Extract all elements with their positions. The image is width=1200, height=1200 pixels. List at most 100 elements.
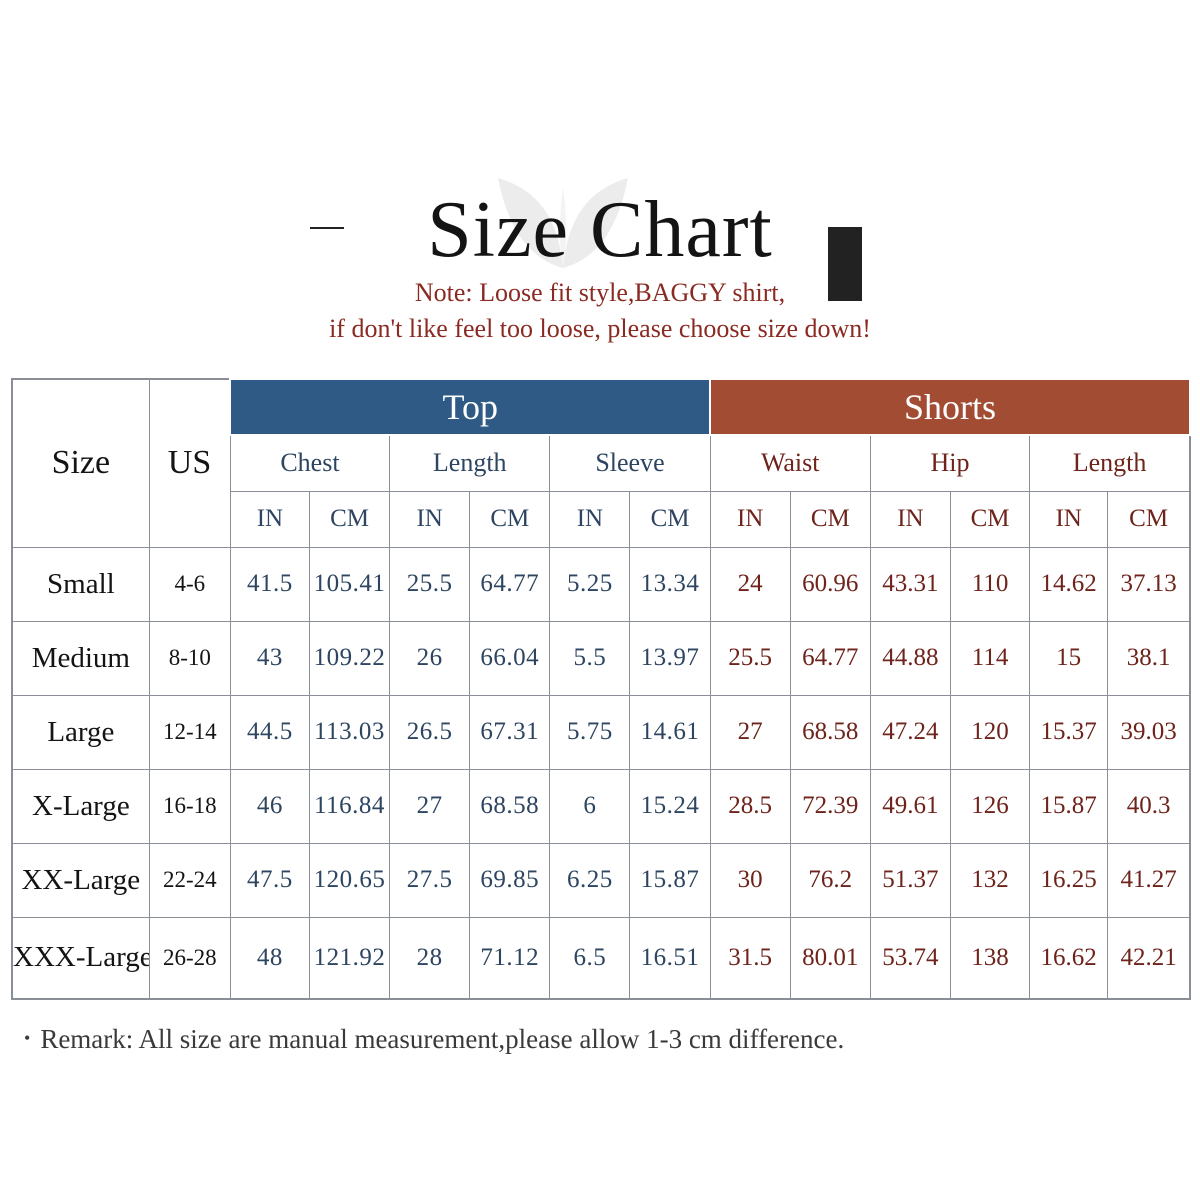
unit-header: CM [469, 490, 551, 548]
shorts-value-cell: 40.3 [1107, 768, 1191, 844]
top-value-cell: 105.41 [308, 546, 391, 622]
top-value-cell: 121.92 [308, 916, 391, 1000]
top-value-cell: 68.58 [469, 768, 551, 844]
top-value-cell: 64.77 [469, 546, 551, 622]
top-value-cell: 67.31 [469, 694, 551, 770]
top-value-cell: 26.5 [389, 694, 471, 770]
shorts-value-cell: 38.1 [1107, 620, 1191, 696]
shorts-value-cell: 41.27 [1107, 842, 1191, 918]
leaf-watermark-icon [498, 178, 628, 268]
top-value-cell: 44.5 [229, 694, 310, 770]
shorts-value-cell: 31.5 [709, 916, 791, 1000]
size-cell: XX-Large [11, 842, 150, 918]
shorts-value-cell: 110 [949, 546, 1031, 622]
measure-header: Sleeve [549, 434, 711, 492]
shorts-value-cell: 39.03 [1107, 694, 1191, 770]
top-value-cell: 66.04 [469, 620, 551, 696]
unit-header: CM [949, 490, 1031, 548]
note-line-2: if don't like feel too loose, please cho… [329, 314, 871, 343]
us-column-header: US [148, 378, 231, 548]
bullet-dot: • [24, 1028, 31, 1048]
top-value-cell: 113.03 [308, 694, 391, 770]
unit-header: CM [1107, 490, 1191, 548]
size-column-header: Size [11, 378, 150, 548]
shorts-value-cell: 42.21 [1107, 916, 1191, 1000]
shorts-value-cell: 80.01 [789, 916, 871, 1000]
table-row: Large 12-14 44.5 113.03 26.5 67.31 5.75 … [11, 694, 1191, 770]
shorts-value-cell: 132 [949, 842, 1031, 918]
top-value-cell: 41.5 [229, 546, 310, 622]
shorts-value-cell: 68.58 [789, 694, 871, 770]
top-value-cell: 15.24 [629, 768, 711, 844]
size-cell: X-Large [11, 768, 150, 844]
top-value-cell: 43 [229, 620, 310, 696]
table-row: XX-Large 22-24 47.5 120.65 27.5 69.85 6.… [11, 842, 1191, 918]
table-row: X-Large 16-18 46 116.84 27 68.58 6 15.24… [11, 768, 1191, 844]
shorts-value-cell: 16.25 [1029, 842, 1109, 918]
unit-header: IN [1029, 490, 1109, 548]
unit-header: CM [629, 490, 711, 548]
shorts-value-cell: 51.37 [869, 842, 951, 918]
us-cell: 16-18 [148, 768, 231, 844]
shorts-value-cell: 60.96 [789, 546, 871, 622]
top-value-cell: 46 [229, 768, 310, 844]
top-value-cell: 120.65 [308, 842, 391, 918]
unit-header: IN [549, 490, 631, 548]
unit-header: IN [869, 490, 951, 548]
shorts-value-cell: 16.62 [1029, 916, 1109, 1000]
remark-note: • Remark: All size are manual measurement… [24, 1024, 844, 1055]
top-value-cell: 25.5 [389, 546, 471, 622]
shorts-value-cell: 72.39 [789, 768, 871, 844]
shorts-value-cell: 53.74 [869, 916, 951, 1000]
top-value-cell: 13.34 [629, 546, 711, 622]
top-value-cell: 5.75 [549, 694, 631, 770]
shorts-value-cell: 138 [949, 916, 1031, 1000]
top-group-header: Top [229, 378, 712, 436]
top-value-cell: 26 [389, 620, 471, 696]
shorts-value-cell: 44.88 [869, 620, 951, 696]
top-value-cell: 47.5 [229, 842, 310, 918]
top-value-cell: 27 [389, 768, 471, 844]
measure-header: Waist [709, 434, 871, 492]
top-value-cell: 116.84 [308, 768, 391, 844]
top-value-cell: 5.5 [549, 620, 631, 696]
top-value-cell: 14.61 [629, 694, 711, 770]
top-value-cell: 16.51 [629, 916, 711, 1000]
unit-header: IN [389, 490, 471, 548]
us-cell: 12-14 [148, 694, 231, 770]
shorts-value-cell: 24 [709, 546, 791, 622]
measure-header: Length [389, 434, 551, 492]
top-value-cell: 69.85 [469, 842, 551, 918]
us-cell: 22-24 [148, 842, 231, 918]
measure-header: Chest [229, 434, 391, 492]
measure-header: Hip [869, 434, 1031, 492]
top-value-cell: 28 [389, 916, 471, 1000]
title-dash-right [828, 227, 862, 301]
table-row: XXX-Large 26-28 48 121.92 28 71.12 6.5 1… [11, 916, 1191, 1000]
unit-header: CM [308, 490, 391, 548]
page-title: Size Chart [427, 186, 773, 274]
shorts-value-cell: 37.13 [1107, 546, 1191, 622]
shorts-value-cell: 64.77 [789, 620, 871, 696]
shorts-value-cell: 25.5 [709, 620, 791, 696]
remark-text: Remark: All size are manual measurement,… [40, 1024, 845, 1054]
shorts-value-cell: 126 [949, 768, 1031, 844]
size-cell: Medium [11, 620, 150, 696]
shorts-value-cell: 15.37 [1029, 694, 1109, 770]
top-value-cell: 6 [549, 768, 631, 844]
size-table: Size US Top Shorts Chest Length Sleeve W… [11, 378, 1191, 1000]
us-cell: 4-6 [148, 546, 231, 622]
title-dash-left [310, 227, 344, 229]
unit-header: CM [789, 490, 871, 548]
shorts-value-cell: 28.5 [709, 768, 791, 844]
shorts-value-cell: 47.24 [869, 694, 951, 770]
us-cell: 26-28 [148, 916, 231, 1000]
shorts-value-cell: 15 [1029, 620, 1109, 696]
note-line-1: Note: Loose fit style,BAGGY shirt, [414, 278, 786, 307]
unit-header: IN [709, 490, 791, 548]
table-row: Small 4-6 41.5 105.41 25.5 64.77 5.25 13… [11, 546, 1191, 622]
us-cell: 8-10 [148, 620, 231, 696]
size-cell: Large [11, 694, 150, 770]
size-cell: XXX-Large [11, 916, 150, 1000]
top-value-cell: 109.22 [308, 620, 391, 696]
